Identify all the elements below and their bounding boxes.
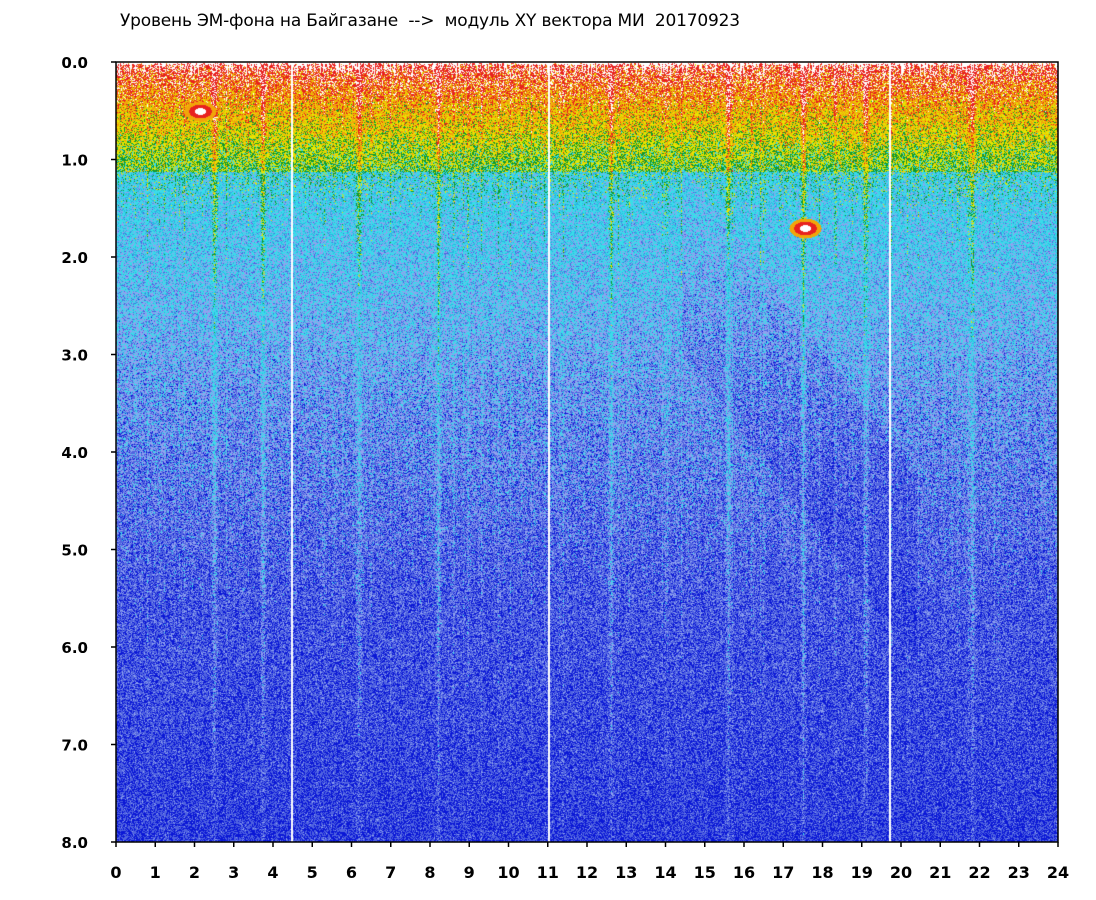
x-tick-label: 2 (189, 863, 200, 882)
x-tick-label: 11 (537, 863, 559, 882)
x-tick-label: 3 (228, 863, 239, 882)
x-tick-label: 15 (694, 863, 716, 882)
y-tick-label: 1.0 (61, 152, 88, 170)
x-tick-label: 5 (307, 863, 318, 882)
axes: 0.01.02.03.04.05.06.07.08.00 1 2 3 4 5 6 7 8 9 10 1… (61, 54, 1069, 882)
x-tick-label: 16 (733, 863, 755, 882)
plot-area (116, 62, 1058, 842)
heatmap-raster (116, 62, 1058, 842)
y-tick-label: 8.0 (61, 834, 88, 852)
y-tick-label: 0.0 (61, 54, 88, 72)
x-tick-label: 17 (772, 863, 794, 882)
y-tick-label: 2.0 (61, 249, 88, 267)
y-tick-label: 4.0 (61, 444, 88, 462)
x-tick-label: 9 (464, 863, 475, 882)
y-tick-label: 7.0 (61, 737, 88, 755)
x-tick-label: 6 (346, 863, 357, 882)
x-tick-label: 12 (576, 863, 598, 882)
x-tick-label: 19 (851, 863, 873, 882)
x-tick-label: 18 (811, 863, 833, 882)
x-tick-label: 1 (150, 863, 161, 882)
chart-title: Уровень ЭМ-фона на Байгазане --> модуль … (120, 11, 740, 31)
x-tick-label: 0 (110, 863, 121, 882)
y-tick-label: 3.0 (61, 347, 88, 365)
x-tick-label: 8 (424, 863, 435, 882)
y-tick-label: 5.0 (61, 542, 88, 560)
x-tick-label: 13 (615, 863, 637, 882)
x-tick-label: 23 (1008, 863, 1030, 882)
x-tick-label: 21 (929, 863, 951, 882)
x-tick-label: 20 (890, 863, 912, 882)
x-tick-label: 4 (267, 863, 278, 882)
x-tick-label: 24 (1047, 863, 1069, 882)
y-tick-label: 6.0 (61, 639, 88, 657)
x-tick-label: 14 (654, 863, 676, 882)
x-tick-label: 7 (385, 863, 396, 882)
x-tick-label: 22 (968, 863, 990, 882)
x-tick-label: 10 (497, 863, 519, 882)
